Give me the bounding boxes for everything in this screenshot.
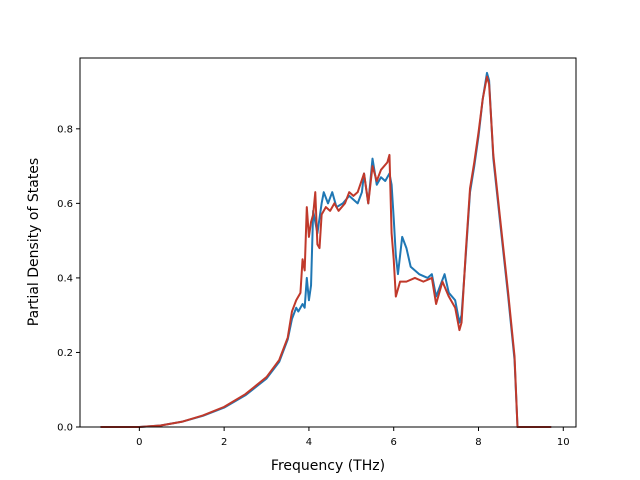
x-tick-label: 8 — [475, 437, 481, 448]
y-tick-label: 0.4 — [57, 273, 73, 284]
y-tick-label: 0.6 — [57, 199, 73, 210]
y-tick-label: 0.2 — [57, 348, 73, 359]
y-tick-label: 0.8 — [57, 124, 73, 135]
series-layer — [100, 71, 552, 428]
y-axis-title: Partial Density of States — [26, 158, 42, 326]
x-tick-label: 6 — [391, 437, 397, 448]
x-axis-title: Frequency (THz) — [271, 458, 385, 474]
x-tick-label: 0 — [136, 437, 142, 448]
series-line-2 — [100, 75, 552, 428]
y-axis-ticks: 0.0 0.2 0.4 0.6 0.8 — [57, 124, 80, 434]
x-axis-ticks: 0 2 4 6 8 10 — [136, 427, 570, 448]
x-tick-label: 10 — [557, 437, 570, 448]
x-tick-label: 4 — [306, 437, 312, 448]
plot-frame — [79, 57, 577, 428]
y-tick-label: 0.0 — [57, 423, 73, 434]
x-tick-label: 2 — [221, 437, 227, 448]
